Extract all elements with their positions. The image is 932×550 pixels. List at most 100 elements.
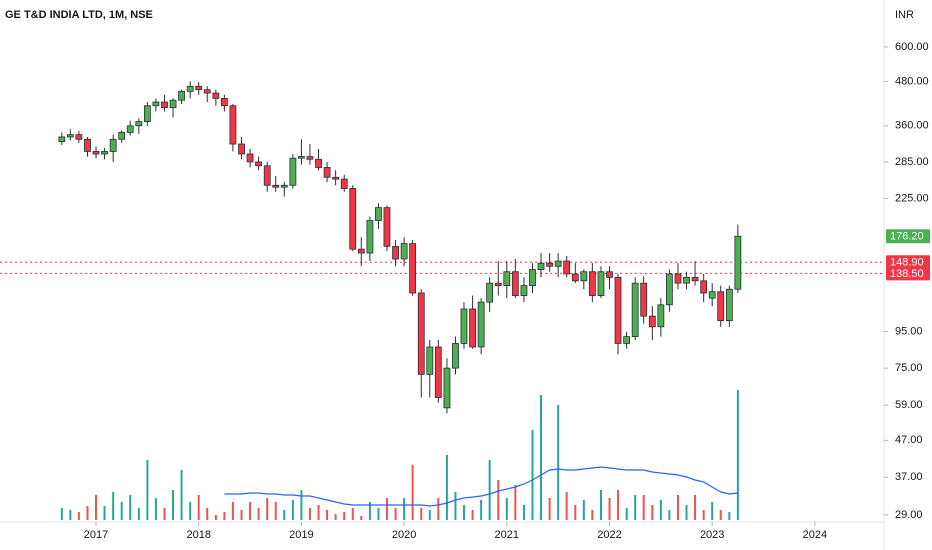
volume-bar — [454, 492, 457, 520]
candle-body — [623, 336, 631, 344]
x-tick-label: 2021 — [495, 529, 519, 541]
candle-body — [426, 346, 434, 375]
volume-bar — [214, 515, 217, 520]
volume-bar — [180, 470, 183, 520]
volume-bar — [231, 502, 234, 520]
candle-body — [203, 89, 211, 94]
x-tick-label: 2017 — [84, 529, 108, 541]
volume-bar — [249, 502, 252, 520]
x-tick-label: 2018 — [186, 529, 210, 541]
candle-body — [417, 292, 425, 375]
volume-bar — [668, 510, 671, 520]
volume-bar — [736, 390, 739, 520]
candle-body — [340, 178, 348, 189]
x-tick-label: 2022 — [597, 529, 621, 541]
last-price-label: 176.20 — [890, 231, 924, 243]
candle-body — [152, 101, 160, 107]
y-tick-label: 600.00 — [895, 41, 929, 53]
volume-bar — [112, 492, 115, 520]
volume-bar — [394, 508, 397, 520]
volume-bar — [565, 492, 568, 520]
candle-body — [520, 285, 528, 296]
candle-body — [597, 271, 605, 296]
candle-body — [537, 262, 545, 270]
candle-body — [169, 99, 177, 109]
candle-body — [683, 276, 690, 284]
volume-bar — [163, 508, 166, 520]
volume-ma-line — [224, 466, 738, 507]
volume-bar — [385, 498, 388, 520]
candle-body — [460, 308, 468, 344]
volume-bar — [154, 498, 157, 520]
volume-bar — [617, 490, 620, 520]
volume-bar — [60, 508, 63, 520]
price-line-label: 148.90 — [890, 257, 924, 269]
candle-body — [648, 315, 656, 328]
volume-bar — [291, 500, 294, 520]
candle-body — [315, 158, 322, 168]
volume-bar — [103, 506, 106, 520]
candle-body — [700, 280, 708, 294]
candle-body — [665, 273, 673, 306]
volume-bar — [240, 510, 243, 520]
candle-body — [563, 260, 571, 275]
volume-bar — [711, 502, 714, 520]
volume-bar — [420, 508, 423, 520]
candle-body — [58, 136, 66, 143]
candle-body — [229, 105, 237, 145]
candle-body — [118, 132, 126, 140]
candle-body — [143, 105, 151, 123]
candle-body — [571, 273, 579, 282]
volume-bar — [351, 508, 354, 520]
candle-body — [588, 271, 596, 296]
x-tick-label: 2023 — [700, 529, 724, 541]
candle-body — [486, 282, 494, 303]
x-tick-label: 2019 — [289, 529, 313, 541]
candle-body — [332, 176, 340, 180]
y-tick-label: 360.00 — [895, 120, 929, 132]
candle-body — [255, 161, 262, 167]
volume-bar — [326, 510, 329, 520]
candle-body — [580, 271, 588, 282]
candle-body — [289, 157, 297, 186]
candle-body — [178, 90, 185, 101]
volume-bar — [574, 505, 577, 520]
volume-bar — [728, 512, 731, 520]
volume-bar — [266, 498, 269, 520]
volume-bar — [719, 510, 722, 520]
volume-bar — [317, 505, 320, 520]
volume-bar — [497, 480, 500, 520]
y-tick-label: 285.00 — [895, 156, 929, 168]
candle-body — [554, 260, 562, 267]
price-line-box — [886, 255, 930, 270]
candle-body — [400, 243, 408, 260]
volume-bar — [625, 508, 628, 520]
volume-bar — [360, 516, 363, 520]
volume-bar — [377, 508, 380, 520]
volume-bar — [599, 490, 602, 520]
candle-body — [375, 207, 382, 221]
volume-bar — [283, 510, 286, 520]
y-tick-label: 29.00 — [895, 509, 923, 521]
volume-bar — [557, 405, 560, 520]
candle-body — [101, 151, 108, 155]
volume-bar — [685, 505, 688, 520]
volume-bar — [411, 465, 414, 520]
candle-body — [272, 184, 280, 188]
candle-body — [691, 276, 699, 282]
volume-bar — [522, 505, 525, 520]
volume-bar — [445, 455, 448, 520]
y-tick-label: 59.00 — [895, 399, 923, 411]
candle-body — [392, 245, 399, 260]
candle-body — [717, 291, 725, 322]
candle-body — [606, 271, 613, 278]
candle-body — [631, 282, 639, 337]
volume-bar — [608, 498, 611, 520]
volume-bar — [146, 460, 149, 520]
candle-body — [511, 271, 519, 296]
candle-body — [452, 343, 459, 369]
candle-body — [323, 167, 331, 178]
candle-body — [238, 143, 245, 155]
chart-title: GE T&D INDIA LTD, 1M, NSE — [5, 9, 153, 21]
